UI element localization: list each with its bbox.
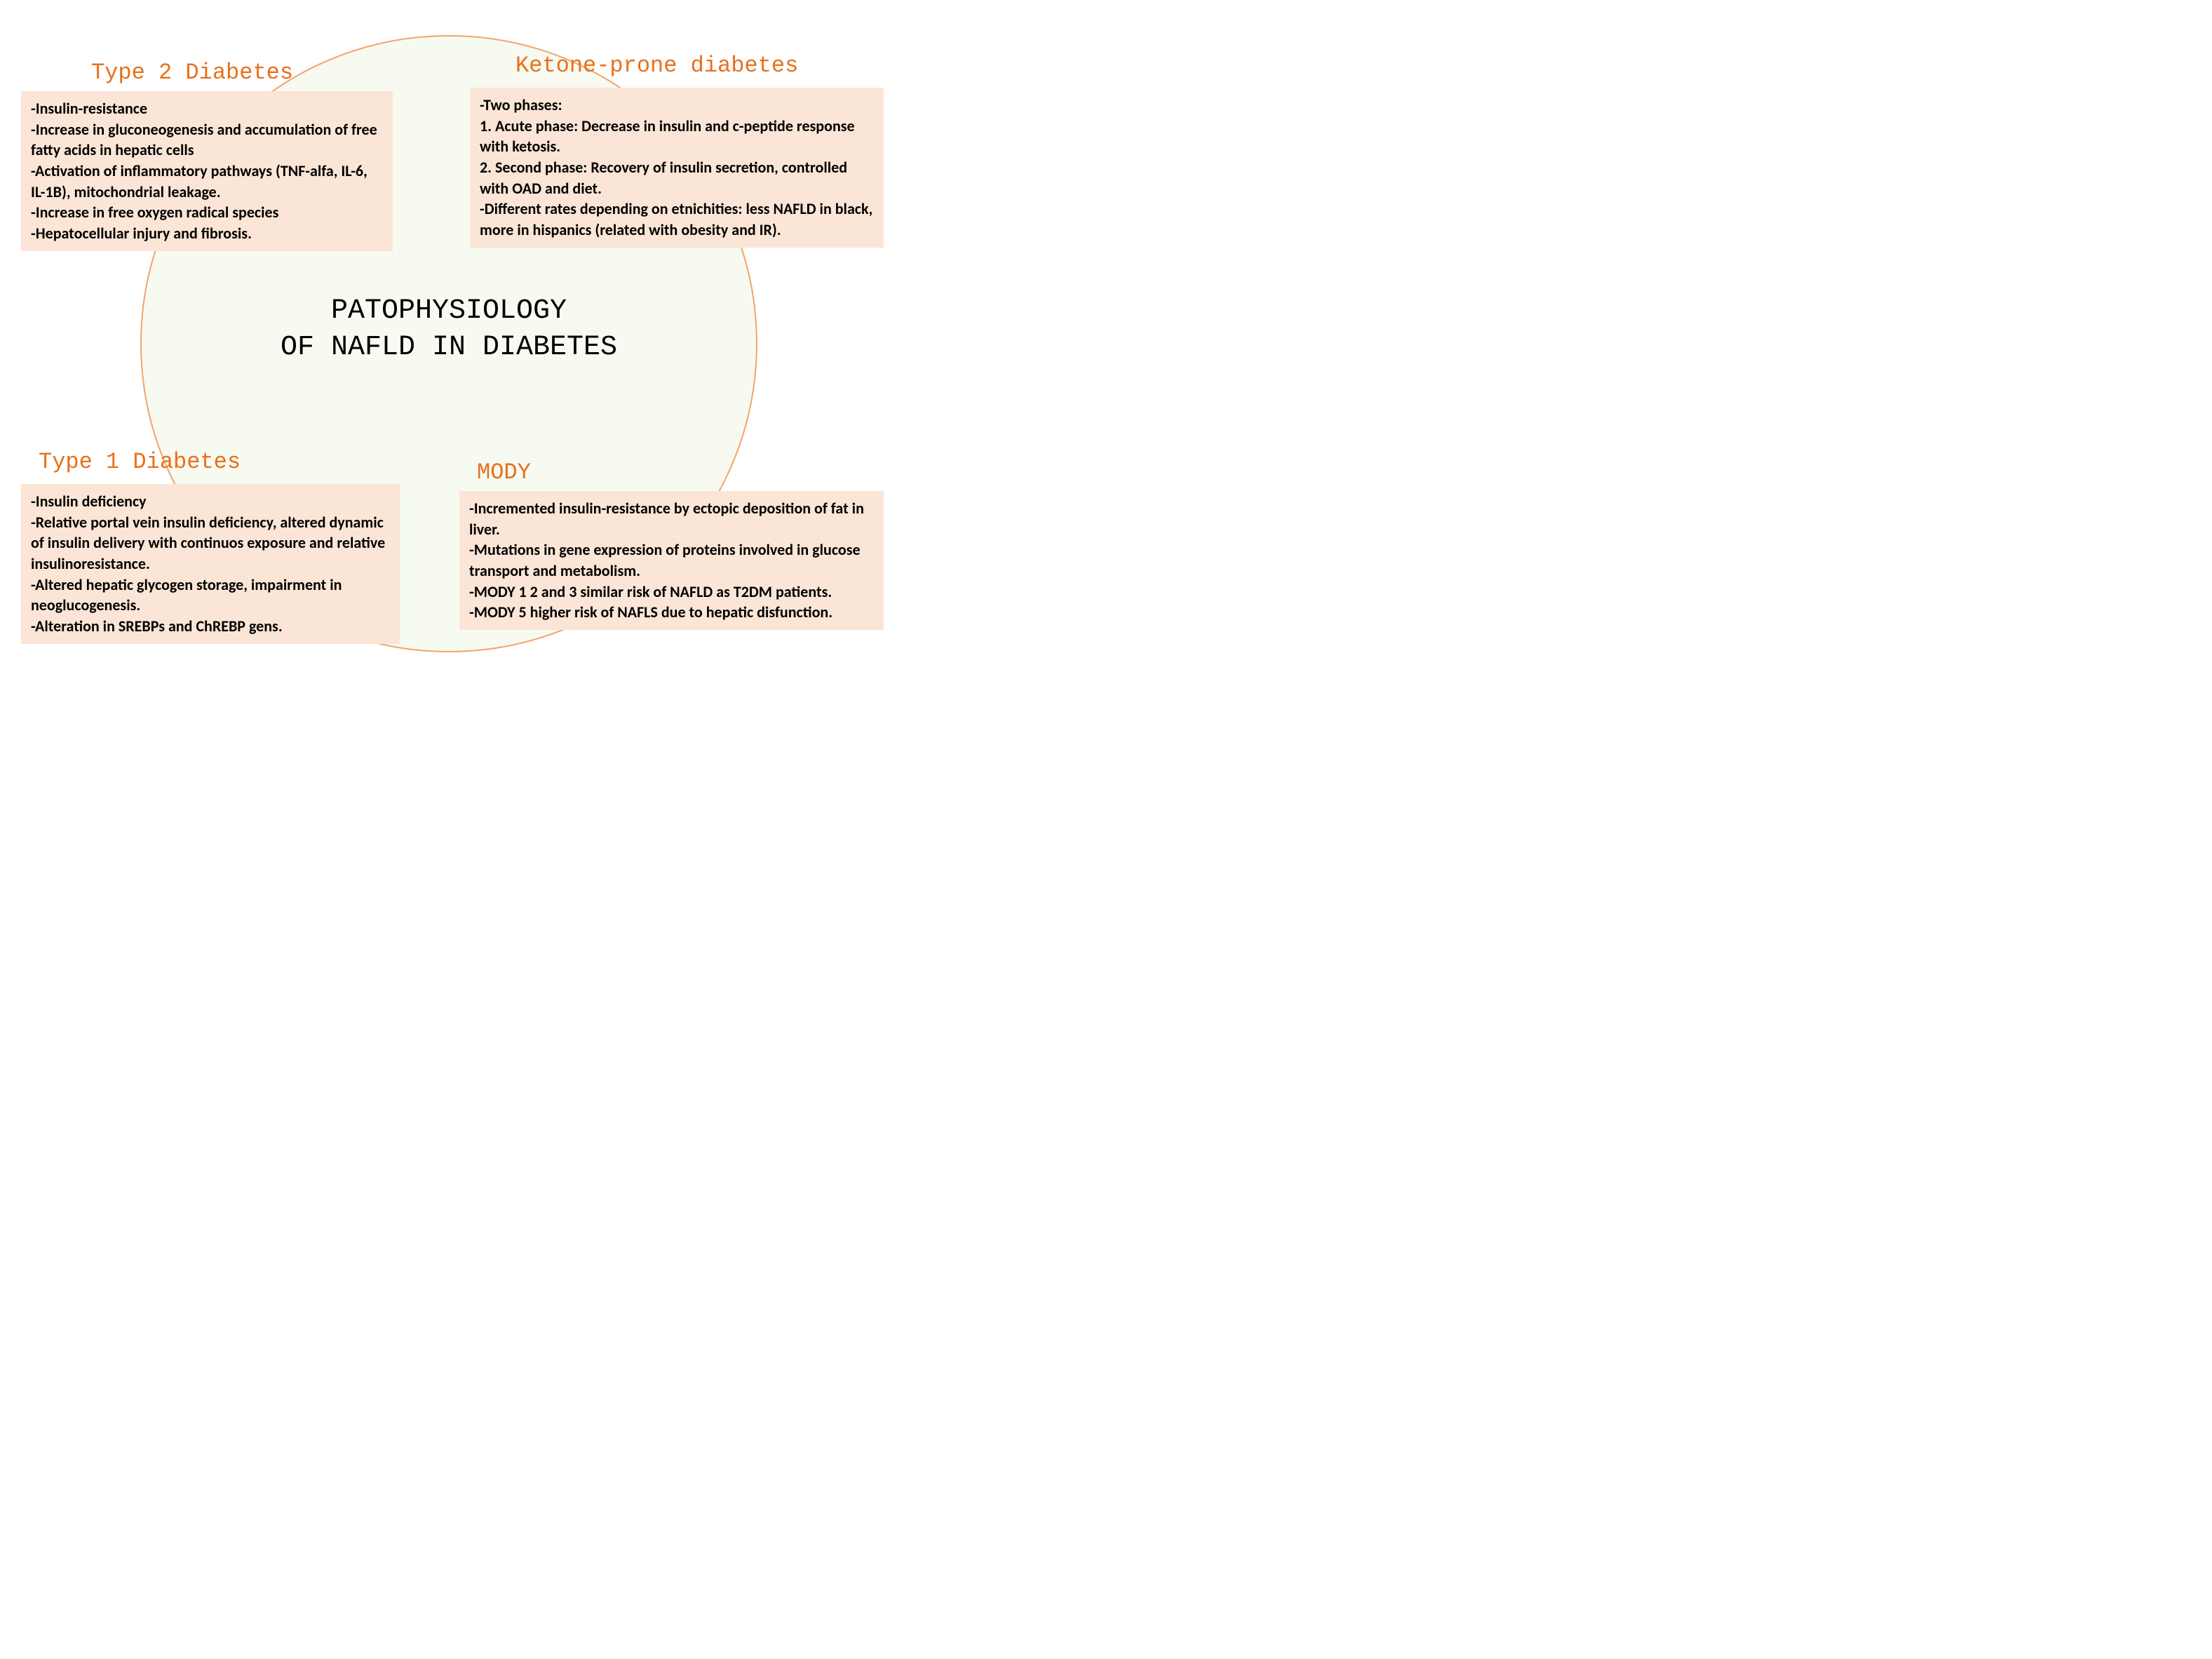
center-title: PATOPHYSIOLOGY OF NAFLD IN DIABETES bbox=[0, 293, 898, 366]
block-title-mody: MODY bbox=[477, 459, 531, 485]
block-body-type2: -Insulin-resistance-Increase in gluconeo… bbox=[21, 91, 393, 251]
block-body-ketone: -Two phases: 1. Acute phase: Decrease in… bbox=[470, 88, 884, 248]
block-body-type1: -Insulin deficiency-Relative portal vein… bbox=[21, 484, 400, 644]
block-title-type1: Type 1 Diabetes bbox=[39, 449, 241, 475]
block-title-ketone: Ketone-prone diabetes bbox=[515, 53, 798, 79]
block-title-type2: Type 2 Diabetes bbox=[91, 60, 293, 86]
block-body-mody: -Incremented insulin-resistance by ectop… bbox=[459, 491, 884, 630]
